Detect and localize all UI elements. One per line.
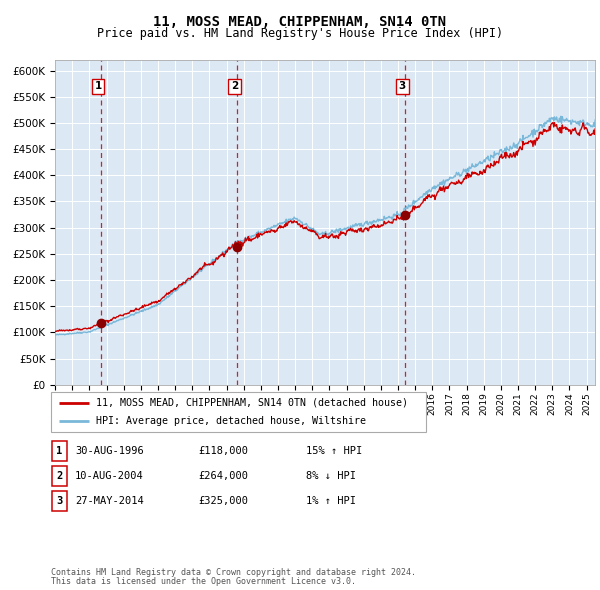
Text: 10-AUG-2004: 10-AUG-2004 [75,471,144,481]
Text: 11, MOSS MEAD, CHIPPENHAM, SN14 0TN: 11, MOSS MEAD, CHIPPENHAM, SN14 0TN [154,15,446,29]
Text: £264,000: £264,000 [198,471,248,481]
Text: 8% ↓ HPI: 8% ↓ HPI [306,471,356,481]
Text: 1: 1 [95,81,102,91]
FancyBboxPatch shape [52,491,67,511]
Text: 11, MOSS MEAD, CHIPPENHAM, SN14 0TN (detached house): 11, MOSS MEAD, CHIPPENHAM, SN14 0TN (det… [96,398,408,408]
Text: 3: 3 [399,81,406,91]
Text: 3: 3 [56,496,62,506]
Text: 2: 2 [231,81,238,91]
FancyBboxPatch shape [51,392,426,432]
Text: This data is licensed under the Open Government Licence v3.0.: This data is licensed under the Open Gov… [51,577,356,586]
Text: Price paid vs. HM Land Registry's House Price Index (HPI): Price paid vs. HM Land Registry's House … [97,27,503,40]
Text: 15% ↑ HPI: 15% ↑ HPI [306,446,362,456]
Text: Contains HM Land Registry data © Crown copyright and database right 2024.: Contains HM Land Registry data © Crown c… [51,568,416,576]
FancyBboxPatch shape [52,441,67,461]
Text: £325,000: £325,000 [198,496,248,506]
Text: £118,000: £118,000 [198,446,248,456]
FancyBboxPatch shape [52,466,67,486]
Text: 1% ↑ HPI: 1% ↑ HPI [306,496,356,506]
Text: 30-AUG-1996: 30-AUG-1996 [75,446,144,456]
Text: 1: 1 [56,446,62,456]
Text: 27-MAY-2014: 27-MAY-2014 [75,496,144,506]
Text: HPI: Average price, detached house, Wiltshire: HPI: Average price, detached house, Wilt… [96,416,366,426]
Text: 2: 2 [56,471,62,481]
